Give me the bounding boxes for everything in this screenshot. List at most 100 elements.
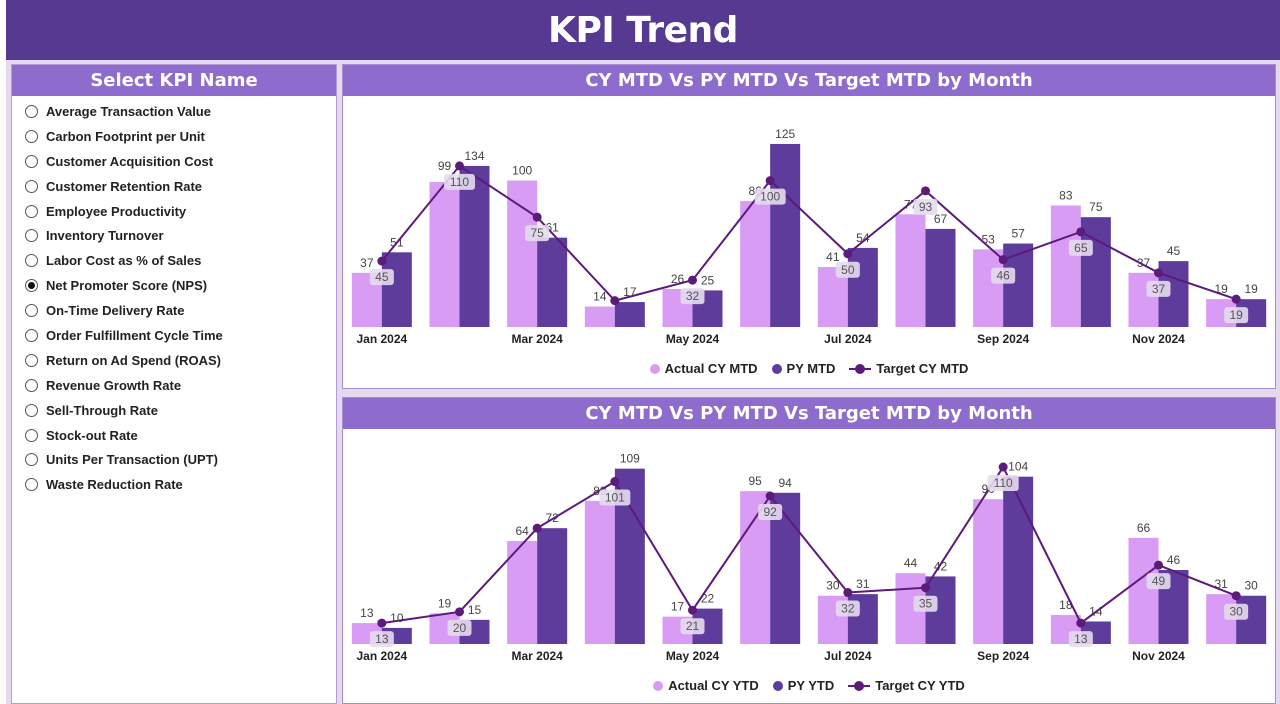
- data-label-target: 75: [530, 226, 544, 240]
- target-point: [688, 605, 697, 615]
- radio-button[interactable]: [25, 453, 38, 467]
- legend-item[interactable]: Actual CY YTD: [653, 678, 759, 693]
- data-label-py: 57: [1011, 227, 1025, 241]
- slicer-item[interactable]: Sell-Through Rate: [12, 398, 336, 423]
- radio-button[interactable]: [25, 478, 38, 492]
- data-label-target: 32: [686, 289, 700, 303]
- slicer-item[interactable]: On-Time Delivery Rate: [12, 298, 336, 323]
- slicer-item[interactable]: Return on Ad Spend (ROAS): [12, 348, 336, 373]
- target-label-box: [680, 618, 705, 635]
- target-point: [998, 462, 1008, 472]
- radio-button[interactable]: [25, 154, 38, 168]
- radio-button[interactable]: [25, 428, 38, 442]
- slicer-item[interactable]: Units Per Transaction (UPT): [12, 447, 336, 472]
- data-label-actual: 19: [438, 596, 452, 610]
- bar-py: [847, 247, 878, 327]
- radio-button[interactable]: [25, 403, 38, 417]
- data-label-actual: 37: [360, 256, 374, 270]
- legend-item[interactable]: PY YTD: [772, 678, 835, 693]
- slicer-item[interactable]: Stock-out Rate: [12, 423, 336, 448]
- radio-button[interactable]: [25, 104, 38, 118]
- slicer-item[interactable]: Average Transaction Value: [12, 99, 336, 124]
- slicer-item[interactable]: Waste Reduction Rate: [12, 472, 336, 497]
- legend-item[interactable]: PY MTD: [771, 361, 835, 376]
- bar-actual: [429, 182, 460, 327]
- slicer-item[interactable]: Customer Acquisition Cost: [12, 149, 336, 174]
- slicer-item[interactable]: Carbon Footprint per Unit: [12, 124, 336, 149]
- kpi-slicer: Select KPI Name Average Transaction Valu…: [11, 64, 337, 704]
- target-point: [377, 256, 387, 266]
- radio-button[interactable]: [25, 328, 38, 342]
- slicer-item[interactable]: Net Promoter Score (NPS): [12, 273, 336, 298]
- target-label-box: [835, 261, 860, 278]
- data-label-py: 22: [701, 592, 715, 606]
- target-point: [455, 607, 464, 617]
- slicer-item[interactable]: Revenue Growth Rate: [12, 373, 336, 398]
- x-tick-label: Nov 2024: [1132, 332, 1185, 346]
- slicer-item[interactable]: Order Fulfillment Cycle Time: [12, 323, 336, 348]
- target-label-box: [991, 267, 1016, 284]
- legend-item[interactable]: Target CY MTD: [849, 361, 968, 376]
- radio-button[interactable]: [25, 304, 38, 318]
- data-label-actual: 14: [593, 290, 607, 304]
- target-label-box: [444, 173, 475, 190]
- target-point: [532, 523, 542, 533]
- slicer-item[interactable]: Employee Productivity: [12, 199, 336, 224]
- legend-label: PY YTD: [787, 678, 835, 693]
- bar-actual: [1050, 205, 1081, 327]
- radio-button[interactable]: [25, 229, 38, 243]
- legend-label: Target CY MTD: [876, 361, 969, 376]
- slicer-item[interactable]: Inventory Turnover: [12, 223, 336, 248]
- data-label-py: 94: [778, 476, 792, 490]
- target-label-box: [987, 475, 1019, 492]
- target-label-box: [1068, 239, 1093, 256]
- data-label-target: 92: [763, 505, 777, 519]
- slicer-item-label: Stock-out Rate: [46, 427, 138, 443]
- slicer-item[interactable]: Labor Cost as % of Sales: [12, 248, 336, 273]
- data-label-target: 20: [453, 621, 467, 635]
- slicer-item-label: Labor Cost as % of Sales: [46, 253, 202, 269]
- bar-py: [925, 228, 956, 327]
- bar-actual: [584, 306, 615, 327]
- left-edge-strip: [0, 0, 6, 704]
- target-point: [1231, 591, 1241, 601]
- radio-button[interactable]: [25, 204, 38, 218]
- legend-item[interactable]: Target CY YTD: [848, 678, 965, 693]
- legend-item[interactable]: Actual CY MTD: [649, 361, 758, 376]
- page-title: KPI Trend: [548, 9, 738, 51]
- target-point: [921, 186, 930, 196]
- target-label-box: [758, 504, 783, 520]
- target-label-box: [754, 188, 786, 205]
- legend-dot-marker: [653, 680, 664, 691]
- target-point: [1076, 618, 1086, 628]
- x-tick-label: Mar 2024: [511, 332, 563, 346]
- data-label-extra: 99: [438, 159, 452, 173]
- radio-button[interactable]: [25, 129, 38, 143]
- data-label-actual: 30: [826, 579, 840, 593]
- data-label-target: 19: [1229, 308, 1243, 322]
- radio-button[interactable]: [25, 179, 38, 193]
- data-label-py: 104: [1008, 460, 1028, 474]
- data-label-py: 67: [934, 212, 948, 226]
- radio-button[interactable]: [25, 254, 38, 268]
- bar-actual: [973, 499, 1004, 644]
- data-label-target: 50: [841, 263, 855, 277]
- legend-dot-marker: [772, 680, 783, 691]
- radio-button[interactable]: [25, 353, 38, 367]
- radio-button[interactable]: [25, 378, 38, 392]
- bar-py: [537, 528, 568, 644]
- radio-button[interactable]: [25, 279, 38, 293]
- chart-legend: Actual CY YTD PY YTD Target CY YTD: [343, 678, 1275, 693]
- data-label-actual: 95: [748, 474, 762, 488]
- slicer-item[interactable]: Customer Retention Rate: [12, 174, 336, 199]
- slicer-item-label: Return on Ad Spend (ROAS): [46, 352, 222, 368]
- chart-panel-ytd: CY MTD Vs PY MTD Vs Target MTD by Month …: [342, 397, 1276, 704]
- target-label-box: [1146, 280, 1171, 297]
- target-label-box: [1146, 573, 1171, 590]
- data-label-py: 10: [390, 611, 404, 625]
- slicer-list: Average Transaction Value Carbon Footprin…: [12, 96, 336, 497]
- bar-actual: [507, 541, 538, 644]
- target-label-box: [835, 600, 860, 617]
- bar-py: [770, 143, 801, 327]
- target-point: [532, 212, 542, 222]
